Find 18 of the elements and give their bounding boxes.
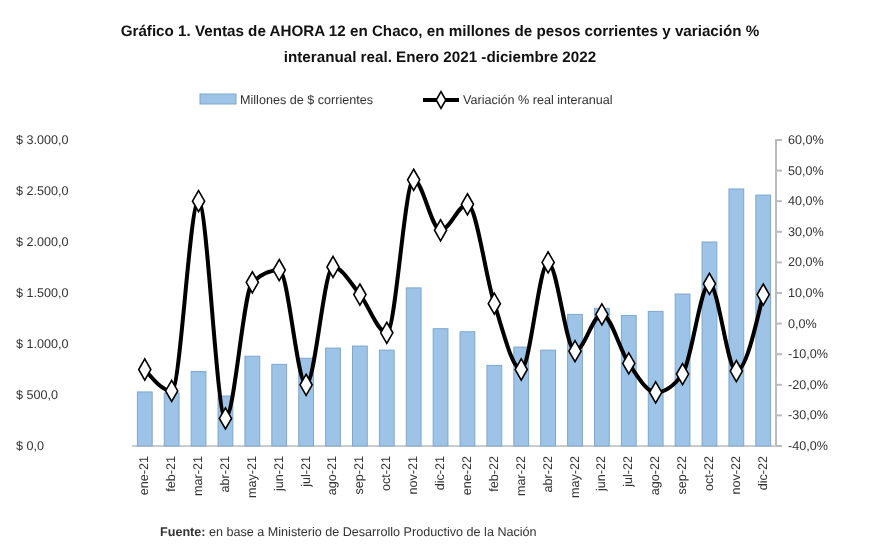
bar xyxy=(405,287,422,447)
bar xyxy=(190,371,207,447)
bar xyxy=(647,310,664,447)
bar xyxy=(728,188,745,447)
bar xyxy=(540,349,557,447)
bar xyxy=(755,194,772,447)
bar xyxy=(432,328,449,447)
bar xyxy=(325,347,341,447)
bar xyxy=(351,345,368,447)
bar xyxy=(378,349,395,447)
bar xyxy=(271,363,288,447)
bar xyxy=(486,364,503,447)
bar xyxy=(701,241,718,447)
bar xyxy=(459,331,476,447)
bar xyxy=(594,307,610,447)
bar xyxy=(244,355,261,447)
bar xyxy=(163,392,180,447)
bar xyxy=(136,391,153,447)
